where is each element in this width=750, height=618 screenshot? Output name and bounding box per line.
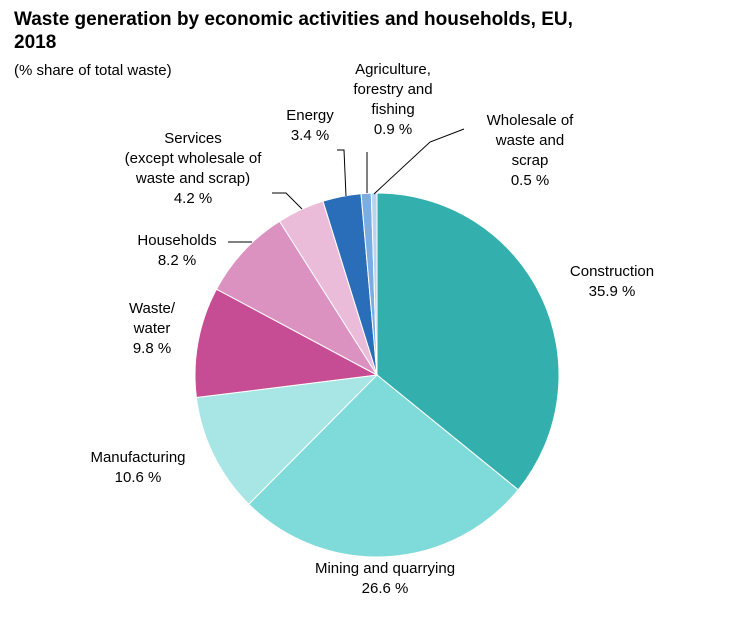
slice-label-3: Manufacturing 10.6 % <box>90 449 185 486</box>
slice-label-6: Services (except wholesale of waste and sc… <box>125 130 263 207</box>
leader-line-9 <box>373 128 465 195</box>
pie-slice-9 <box>370 192 378 376</box>
pie-slice-3 <box>195 374 379 505</box>
pie-slice-1 <box>376 192 560 491</box>
slice-label-1: Construction 35.9 % <box>570 263 654 300</box>
leader-line-6 <box>272 192 303 210</box>
pie-slice-5 <box>215 220 379 377</box>
pie-slice-2 <box>248 374 519 558</box>
slice-label-5: Households 8.2 % <box>137 232 216 269</box>
slice-label-2: Mining and quarrying 26.6 % <box>315 560 455 597</box>
slice-label-4: Waste/water 9.8 % <box>129 300 176 357</box>
leader-line-7 <box>337 149 347 197</box>
slice-label-7: Energy 3.4 % <box>286 107 334 144</box>
chart-subtitle: (% share of total waste) <box>14 62 172 79</box>
pie-slice-4 <box>194 288 379 399</box>
slice-label-8: Agriculture, forestry and fishing 0.9 % <box>353 61 432 138</box>
slice-label-9: Wholesale of waste and scrap 0.5 % <box>487 112 575 189</box>
chart-title: Waste generation by economic activities … <box>14 9 573 53</box>
